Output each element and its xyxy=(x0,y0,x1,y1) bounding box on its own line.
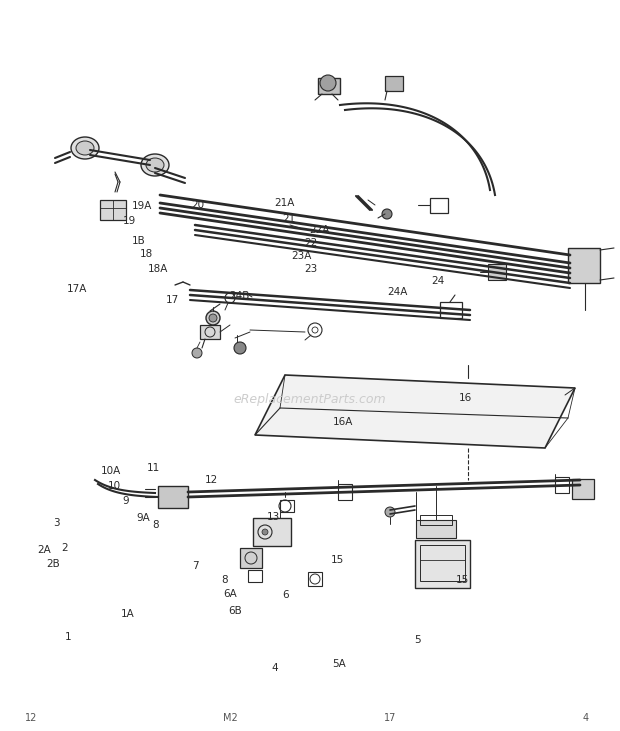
Bar xyxy=(280,500,294,512)
Polygon shape xyxy=(255,375,575,448)
Text: 18A: 18A xyxy=(148,264,168,274)
Text: 1: 1 xyxy=(65,632,72,643)
Circle shape xyxy=(234,342,246,354)
Text: 7: 7 xyxy=(192,561,199,571)
Text: 9A: 9A xyxy=(136,513,150,523)
Text: 19A: 19A xyxy=(132,201,153,211)
Text: 4: 4 xyxy=(271,663,278,673)
Bar xyxy=(488,264,506,280)
Text: 5: 5 xyxy=(414,635,421,645)
Text: 21A: 21A xyxy=(275,198,295,208)
Text: 21: 21 xyxy=(283,213,296,224)
Text: 3: 3 xyxy=(53,518,60,529)
Text: 19: 19 xyxy=(123,216,136,226)
Text: 4: 4 xyxy=(583,713,589,723)
Ellipse shape xyxy=(141,154,169,176)
Bar xyxy=(430,198,448,213)
Text: 1A: 1A xyxy=(121,609,135,619)
Text: 15: 15 xyxy=(456,575,469,585)
Bar xyxy=(240,548,262,568)
Text: 17: 17 xyxy=(384,713,397,723)
Text: 6: 6 xyxy=(283,590,290,600)
Text: 2B: 2B xyxy=(46,559,60,569)
Text: 24B: 24B xyxy=(229,291,250,301)
Circle shape xyxy=(209,314,217,322)
Text: 2A: 2A xyxy=(37,545,51,556)
Bar xyxy=(338,484,352,500)
Text: 15: 15 xyxy=(331,555,344,565)
Text: 11: 11 xyxy=(146,463,159,473)
Bar xyxy=(572,479,594,499)
Text: 17A: 17A xyxy=(66,284,87,295)
Bar xyxy=(420,515,452,525)
Circle shape xyxy=(206,311,220,325)
Text: 17: 17 xyxy=(166,295,179,306)
Text: 8: 8 xyxy=(221,575,228,585)
Bar xyxy=(318,78,340,94)
Text: 23A: 23A xyxy=(291,251,312,261)
Bar xyxy=(308,572,322,586)
Text: 2: 2 xyxy=(61,542,68,553)
Bar xyxy=(100,200,126,220)
Text: 6B: 6B xyxy=(228,606,242,616)
Text: 5A: 5A xyxy=(332,659,346,669)
Ellipse shape xyxy=(71,137,99,159)
Text: 13: 13 xyxy=(267,512,280,522)
Text: 22A: 22A xyxy=(309,225,329,235)
Bar xyxy=(415,540,470,588)
Text: 10A: 10A xyxy=(101,466,122,476)
Text: 12: 12 xyxy=(25,713,37,723)
Circle shape xyxy=(192,348,202,358)
Text: 10: 10 xyxy=(108,481,121,491)
Circle shape xyxy=(262,529,268,535)
Text: 20: 20 xyxy=(191,200,204,211)
Text: 23: 23 xyxy=(304,264,317,274)
Bar xyxy=(385,76,403,91)
Text: 9: 9 xyxy=(123,496,130,507)
Bar xyxy=(568,248,600,283)
Text: 16: 16 xyxy=(459,393,472,404)
Circle shape xyxy=(320,75,336,91)
Text: 6A: 6A xyxy=(223,588,237,599)
Bar xyxy=(420,545,465,581)
Circle shape xyxy=(385,507,395,517)
Text: 24: 24 xyxy=(431,276,444,287)
Text: 18: 18 xyxy=(140,249,153,260)
Text: 8: 8 xyxy=(153,520,159,530)
Ellipse shape xyxy=(76,141,94,155)
Text: 24A: 24A xyxy=(388,287,408,298)
Text: 1B: 1B xyxy=(132,236,146,246)
Bar xyxy=(158,486,188,508)
Text: eReplacementParts.com: eReplacementParts.com xyxy=(234,393,386,406)
Bar xyxy=(440,302,462,318)
Ellipse shape xyxy=(146,158,164,172)
Bar xyxy=(555,477,569,493)
Text: 12: 12 xyxy=(205,475,218,485)
Bar xyxy=(200,325,220,339)
Text: 22: 22 xyxy=(304,238,317,248)
Bar xyxy=(253,518,291,546)
Circle shape xyxy=(382,209,392,219)
Bar xyxy=(248,570,262,582)
Text: M2: M2 xyxy=(223,713,238,723)
Bar xyxy=(416,520,456,538)
Text: 16A: 16A xyxy=(332,417,353,427)
